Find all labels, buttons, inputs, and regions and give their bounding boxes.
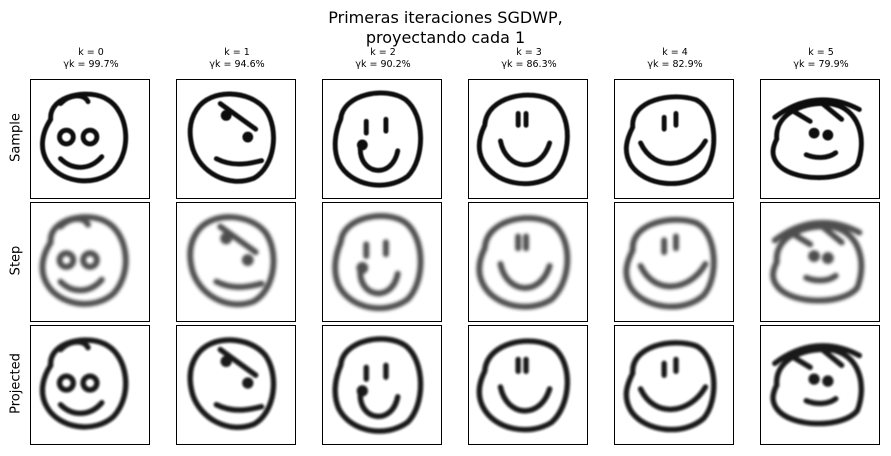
row-label-projected: Projected [9,344,24,424]
column-header-k4: k = 4 γk = 82.9% [614,47,736,71]
doodle-eye [825,255,831,261]
doodle-eye [83,376,97,390]
doodle-mouth-stroke [500,141,549,165]
doodle-image-projected-k1 [176,325,296,445]
doodle-eye [359,388,365,394]
column-gamma-label: γk = 86.3% [468,59,590,71]
doodle-image-projected-k4 [614,325,734,445]
row-label-step: Step [9,231,24,291]
column-k-label: k = 1 [224,47,250,58]
doodle-mouth-stroke [216,405,261,410]
doodle-head-stroke [773,226,861,300]
doodle-eye [223,235,229,241]
doodle-mouth-stroke [216,159,261,164]
doodle-image-projected-k5 [760,325,880,445]
doodle-hair-stroke [61,342,89,350]
doodle-head-stroke [479,95,567,184]
column-header-k3: k = 3 γk = 86.3% [468,47,590,71]
doodle-eye [811,253,817,259]
doodle-image-projected-k0 [30,325,150,445]
doodle-image-sample-k1 [176,79,296,199]
doodle-eye [60,376,74,390]
column-gamma-label: γk = 99.7% [30,59,152,71]
doodle-eye [825,378,831,384]
doodle-head-stroke [190,217,273,304]
column-k-label: k = 2 [370,47,396,58]
doodle-head-stroke [479,341,567,430]
doodle-mouth-stroke [806,399,836,404]
doodle-head-stroke [773,349,861,423]
doodle-mouth-stroke [61,403,102,414]
doodle-mouth-stroke [641,141,706,163]
doodle-image-step-k4 [614,202,734,322]
doodle-eye [223,358,229,364]
doodle-image-step-k5 [760,202,880,322]
doodle-eye [359,265,365,271]
doodle-image-step-k1 [176,202,296,322]
doodle-image-projected-k3 [468,325,588,445]
title-line-1: Primeras iteraciones SGDWP, [0,8,891,28]
doodle-mouth-stroke [61,280,102,291]
doodle-eye [60,130,74,144]
doodle-image-sample-k4 [614,79,734,199]
column-header-k5: k = 5 γk = 79.9% [760,47,882,71]
doodle-head-stroke [190,94,273,181]
doodle-image-step-k2 [322,202,442,322]
doodle-mouth-stroke [216,282,261,287]
doodle-head-stroke [773,103,861,177]
column-header-k2: k = 2 γk = 90.2% [322,47,444,71]
doodle-head-stroke [626,343,713,430]
doodle-mouth-stroke [806,276,836,281]
doodle-image-sample-k3 [468,79,588,199]
column-gamma-label: γk = 79.9% [760,59,882,71]
doodle-head-stroke [626,220,713,307]
doodle-eye [359,142,365,148]
doodle-eye [223,112,229,118]
doodle-mouth-stroke [806,153,836,158]
doodle-eye [245,380,251,386]
doodle-image-sample-k5 [760,79,880,199]
column-gamma-label: γk = 94.6% [176,59,298,71]
doodle-eye [245,257,251,263]
column-header-k1: k = 1 γk = 94.6% [176,47,298,71]
doodle-image-sample-k2 [322,79,442,199]
column-header-k0: k = 0 γk = 99.7% [30,47,152,71]
doodle-eye [60,253,74,267]
column-gamma-label: γk = 90.2% [322,59,444,71]
column-k-label: k = 5 [808,47,834,58]
column-k-label: k = 3 [516,47,542,58]
doodle-hair-stroke [61,219,89,227]
doodle-mouth-stroke [61,157,102,168]
doodle-mouth-stroke [360,147,397,171]
doodle-image-sample-k0 [30,79,150,199]
doodle-eye [83,130,97,144]
doodle-eye [825,132,831,138]
doodle-image-projected-k2 [322,325,442,445]
doodle-mouth-stroke [360,270,397,294]
column-gamma-label: γk = 82.9% [614,59,736,71]
title-line-2: proyectando cada 1 [0,28,891,48]
doodle-head-stroke [479,218,567,307]
doodle-image-step-k0 [30,202,150,322]
doodle-eye [811,130,817,136]
doodle-mouth-stroke [360,393,397,417]
doodle-eye [811,376,817,382]
column-k-label: k = 4 [662,47,688,58]
doodle-mouth-stroke [641,264,706,286]
doodle-image-step-k3 [468,202,588,322]
doodle-eye [245,134,251,140]
column-k-label: k = 0 [78,47,104,58]
doodle-mouth-stroke [500,387,549,411]
doodle-head-stroke [190,340,273,427]
doodle-eye [83,253,97,267]
doodle-head-stroke [626,97,713,184]
doodle-mouth-stroke [500,264,549,288]
row-label-sample: Sample [9,108,24,168]
doodle-mouth-stroke [641,387,706,409]
